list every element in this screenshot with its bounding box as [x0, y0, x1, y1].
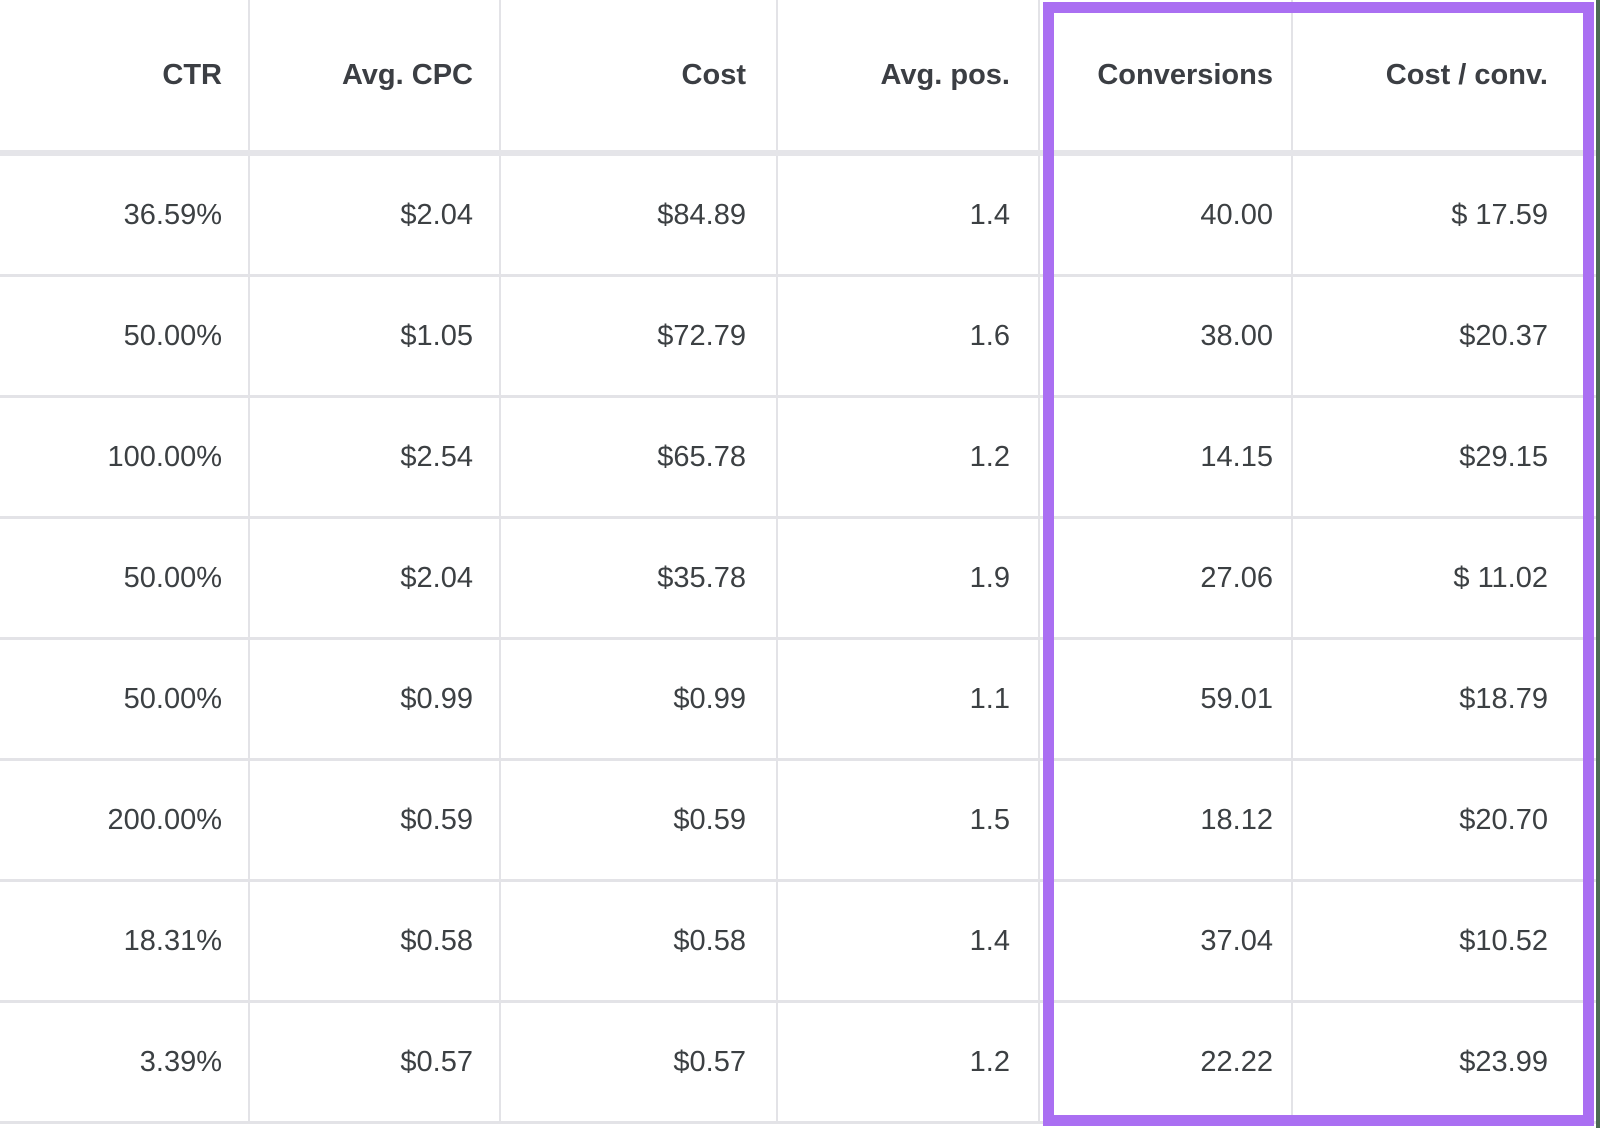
cell-avg_pos: 1.4 [776, 882, 1038, 1000]
cell-avg_pos: 1.5 [776, 761, 1038, 879]
cell-ctr: 50.00% [123, 561, 222, 594]
table-row: 50.00% $1.05 $72.79 1.6 38.00 $20.37 [0, 277, 1600, 398]
cell-cost_per_conv: $23.99 [1291, 1003, 1600, 1121]
cell-cost_per_conv: $ 11.02 [1291, 519, 1600, 637]
table-row: 50.00% $2.04 $35.78 1.9 27.06 $ 11.02 [0, 519, 1600, 640]
right-edge-strip [1596, 0, 1600, 1128]
cell-avg_cpc: $1.05 [248, 277, 499, 395]
column-header-ctr[interactable]: CTR [162, 58, 222, 91]
cell-avg_pos: 1.6 [776, 277, 1038, 395]
cell-avg_cpc: $0.99 [248, 640, 499, 758]
cell-avg_pos: 1.9 [776, 519, 1038, 637]
cell-avg_cpc: $2.54 [248, 398, 499, 516]
cell-cost_per_conv: $20.37 [1291, 277, 1600, 395]
cell-cost_per_conv: $20.70 [1291, 761, 1600, 879]
cell-avg_cpc: $0.58 [248, 882, 499, 1000]
cell-cost_per_conv: $ 17.59 [1291, 156, 1600, 274]
cell-ctr: 18.31% [123, 924, 222, 957]
cell-conversions: 59.01 [1038, 640, 1291, 758]
column-header-conversions[interactable]: Conversions [1038, 0, 1291, 150]
cell-cost: $0.58 [499, 882, 776, 1000]
cell-avg_cpc: $0.57 [248, 1003, 499, 1121]
cell-avg_pos: 1.2 [776, 398, 1038, 516]
table-body: 36.59% $2.04 $84.89 1.4 40.00 $ 17.59 50.00% $1… [0, 156, 1600, 1124]
cell-cost: $35.78 [499, 519, 776, 637]
table-header-row: CTR Avg. CPC Cost Avg. pos. Conversions Cost … [0, 0, 1600, 156]
cell-conversions: 14.15 [1038, 398, 1291, 516]
cell-cost_per_conv: $29.15 [1291, 398, 1600, 516]
cell-cost: $72.79 [499, 277, 776, 395]
cell-avg_cpc: $2.04 [248, 156, 499, 274]
table-row: 100.00% $2.54 $65.78 1.2 14.15 $29.15 [0, 398, 1600, 519]
cell-cost: $65.78 [499, 398, 776, 516]
table-row: 36.59% $2.04 $84.89 1.4 40.00 $ 17.59 [0, 156, 1600, 277]
table-row: 3.39% $0.57 $0.57 1.2 22.22 $23.99 [0, 1003, 1600, 1124]
cell-cost: $0.99 [499, 640, 776, 758]
cell-conversions: 22.22 [1038, 1003, 1291, 1121]
cell-ctr: 100.00% [107, 440, 223, 473]
cell-avg_pos: 1.2 [776, 1003, 1038, 1121]
column-header-avg_pos[interactable]: Avg. pos. [776, 0, 1038, 150]
cell-cost: $84.89 [499, 156, 776, 274]
cell-avg_cpc: $0.59 [248, 761, 499, 879]
cell-ctr: 50.00% [123, 319, 222, 352]
cell-ctr: 36.59% [123, 198, 222, 231]
cell-cost: $0.57 [499, 1003, 776, 1121]
cell-avg_pos: 1.1 [776, 640, 1038, 758]
table-row: 18.31% $0.58 $0.58 1.4 37.04 $10.52 [0, 882, 1600, 1003]
cell-conversions: 18.12 [1038, 761, 1291, 879]
cell-conversions: 40.00 [1038, 156, 1291, 274]
cell-avg_pos: 1.4 [776, 156, 1038, 274]
table-row: 200.00% $0.59 $0.59 1.5 18.12 $20.70 [0, 761, 1600, 882]
cell-conversions: 37.04 [1038, 882, 1291, 1000]
cell-avg_cpc: $2.04 [248, 519, 499, 637]
cell-cost: $0.59 [499, 761, 776, 879]
cell-ctr: 200.00% [107, 803, 223, 836]
cell-ctr: 50.00% [123, 682, 222, 715]
cell-conversions: 38.00 [1038, 277, 1291, 395]
cell-cost_per_conv: $10.52 [1291, 882, 1600, 1000]
column-header-cost_per_conv[interactable]: Cost / conv. [1291, 0, 1600, 150]
cell-conversions: 27.06 [1038, 519, 1291, 637]
cell-ctr: 3.39% [139, 1045, 222, 1078]
column-header-avg_cpc[interactable]: Avg. CPC [248, 0, 499, 150]
column-header-cost[interactable]: Cost [499, 0, 776, 150]
table-row: 50.00% $0.99 $0.99 1.1 59.01 $18.79 [0, 640, 1600, 761]
cell-cost_per_conv: $18.79 [1291, 640, 1600, 758]
